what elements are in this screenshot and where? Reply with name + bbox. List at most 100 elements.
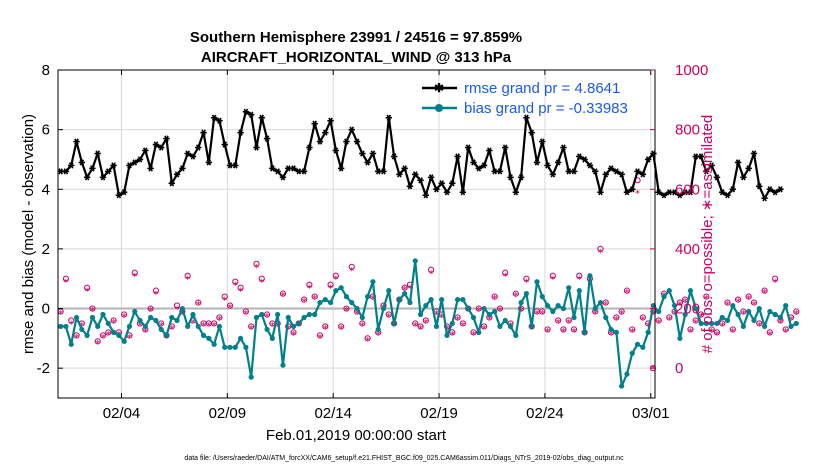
bias-point <box>772 311 778 318</box>
obs-assimilated-point: * <box>751 300 757 311</box>
obs-assimilated-point: * <box>762 288 768 299</box>
rmse-point <box>237 129 244 136</box>
rmse-point-stroke <box>756 183 762 190</box>
rmse-point-stroke <box>254 144 259 151</box>
rmse-point-stroke <box>127 162 132 169</box>
rmse-point-stroke <box>725 192 730 199</box>
obs-possible-point <box>496 305 504 312</box>
rmse-point <box>708 162 715 169</box>
obs-assimilated-point: * <box>476 306 482 317</box>
obs-assimilated-point: * <box>100 333 106 344</box>
rmse-point <box>115 192 123 199</box>
obs-assimilated-point: * <box>375 330 381 341</box>
rmse-point-stroke <box>778 186 783 193</box>
obs-possible-point <box>343 305 350 312</box>
y-axis-right: 0 200 400 600 800 1000 <box>650 62 708 377</box>
bias-point <box>126 323 133 330</box>
rmse-point-stroke <box>614 168 619 175</box>
rmse-point-stroke <box>502 144 508 151</box>
rmse-point <box>464 144 472 151</box>
bias-point <box>444 332 450 338</box>
obs-assimilated-point: * <box>317 333 323 344</box>
rmse-point <box>761 195 768 202</box>
obs-assimilated-point: * <box>645 321 651 332</box>
obs-assimilated-point: * <box>677 300 683 311</box>
obs-possible-point <box>99 332 107 339</box>
rmse-point <box>729 186 737 193</box>
obs-possible-point <box>475 305 482 312</box>
bias-point <box>592 305 598 312</box>
rmse-point <box>412 171 419 178</box>
obs-assimilated-point: * <box>497 306 503 317</box>
obs-possible-point <box>131 269 138 276</box>
rmse-point-stroke <box>381 168 386 175</box>
x-axis-label: Feb.01,2019 00:00:00 start <box>266 427 447 444</box>
bias-point <box>756 305 762 312</box>
bias-point <box>163 332 170 338</box>
rmse-point <box>110 162 117 169</box>
bias-point <box>237 335 244 341</box>
bias-point <box>492 308 498 315</box>
obs-assimilated-point: * <box>222 296 228 307</box>
bias-point <box>703 320 709 327</box>
rmse-point-stroke <box>698 153 704 160</box>
obs-possible-point <box>401 284 408 291</box>
rmse-point <box>258 114 265 121</box>
rmse-point-stroke <box>328 117 333 124</box>
obs-possible-point <box>793 308 800 315</box>
rmse-point <box>502 144 509 151</box>
obs-possible-point <box>226 302 234 309</box>
obs-possible-point <box>491 293 498 300</box>
rmse-point <box>549 171 557 178</box>
obs-possible-point <box>121 311 128 318</box>
bias-point <box>671 302 678 309</box>
bias-point <box>174 317 180 324</box>
bias-point <box>402 291 408 297</box>
obs-assimilated-point: * <box>68 319 74 330</box>
bias-point <box>645 329 651 335</box>
x-tick-label: 03/01 <box>632 405 670 422</box>
rmse-point-stroke <box>598 189 603 196</box>
rmse-point-stroke <box>582 156 587 163</box>
rmse-point-stroke <box>571 168 577 175</box>
rmse-point <box>195 144 202 151</box>
rmse-point <box>507 174 514 181</box>
obs-possible-point <box>412 320 419 327</box>
rmse-point-stroke <box>465 144 471 151</box>
rmse-point <box>300 168 308 175</box>
rmse-point <box>713 174 721 181</box>
rmse-point <box>449 180 456 187</box>
bias-point <box>555 302 561 309</box>
obs-possible-point <box>295 320 302 327</box>
rmse-point-stroke <box>248 111 254 118</box>
obs-assimilated-point: * <box>386 312 392 323</box>
bias-point <box>63 323 69 330</box>
bias-point <box>89 314 96 321</box>
obs-possible-point <box>512 290 519 297</box>
rmse-point-stroke <box>450 180 455 187</box>
bias-point <box>380 305 387 312</box>
obs-assimilated-point: * <box>735 297 741 308</box>
rmse-point <box>454 153 461 160</box>
obs-possible-point <box>173 302 181 309</box>
rmse-point-stroke <box>704 168 709 175</box>
obs-possible-point <box>301 296 308 303</box>
bias-point <box>566 285 572 291</box>
rmse-point-stroke <box>629 186 635 193</box>
rmse-point-stroke <box>455 153 460 160</box>
rmse-point <box>724 192 731 199</box>
rmse-point <box>486 147 493 154</box>
obs-assimilated-point: * <box>328 284 334 295</box>
rmse-point <box>581 156 588 163</box>
rmse-point <box>533 159 541 166</box>
bias-point <box>275 311 281 318</box>
rmse-point-stroke <box>217 117 222 124</box>
rmse-point <box>602 171 609 178</box>
bias-point <box>95 323 101 330</box>
bias-point <box>746 308 752 315</box>
rmse-point-stroke <box>518 174 524 181</box>
obs-possible-point <box>216 314 223 321</box>
bias-point <box>290 323 297 330</box>
rmse-point-stroke <box>391 153 397 160</box>
obs-possible-point <box>327 281 334 288</box>
